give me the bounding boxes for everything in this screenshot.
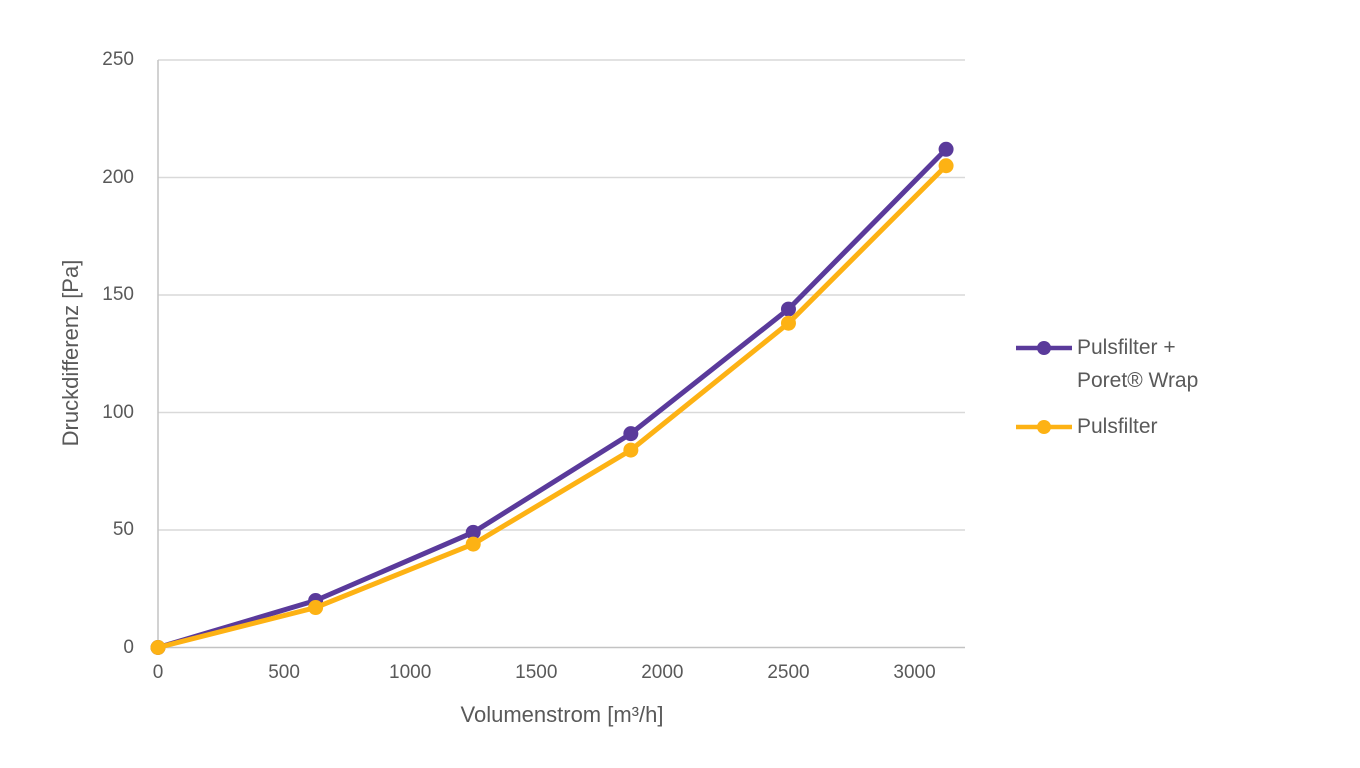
legend-label-line-1: Pulsfilter + — [1077, 336, 1176, 359]
legend-line-marker-icon — [1016, 341, 1072, 355]
x-axis-title: Volumenstrom [m³/h] — [460, 702, 664, 727]
legend-label: Pulsfilter — [1077, 410, 1158, 443]
legend-item-pulsfilter: Pulsfilter — [1016, 410, 1198, 443]
series-line-0 — [155, 146, 949, 650]
legend-item-pulsfilter-poret-wrap: Pulsfilter + Poret® Wrap — [1016, 331, 1198, 397]
legend-label-line-1: Pulsfilter — [1077, 415, 1158, 438]
data-point-marker — [938, 158, 954, 174]
data-point-marker — [150, 640, 166, 655]
data-point-marker — [623, 426, 639, 442]
legend: Pulsfilter + Poret® Wrap Pulsfilter — [1016, 331, 1198, 456]
legend-label-line-2: Poret® Wrap — [1077, 369, 1199, 392]
series-line-1 — [155, 163, 949, 650]
data-point-marker — [780, 301, 796, 317]
legend-line-marker-icon — [1016, 420, 1072, 434]
data-point-marker — [308, 600, 324, 616]
data-point-marker — [465, 524, 481, 540]
legend-label: Pulsfilter + Poret® Wrap — [1077, 331, 1198, 397]
data-point-marker — [465, 536, 481, 552]
y-axis-title: Druckdifferenz [Pa] — [58, 259, 83, 447]
data-point-marker — [780, 315, 796, 331]
data-point-marker — [938, 141, 954, 157]
data-point-marker — [623, 442, 639, 458]
